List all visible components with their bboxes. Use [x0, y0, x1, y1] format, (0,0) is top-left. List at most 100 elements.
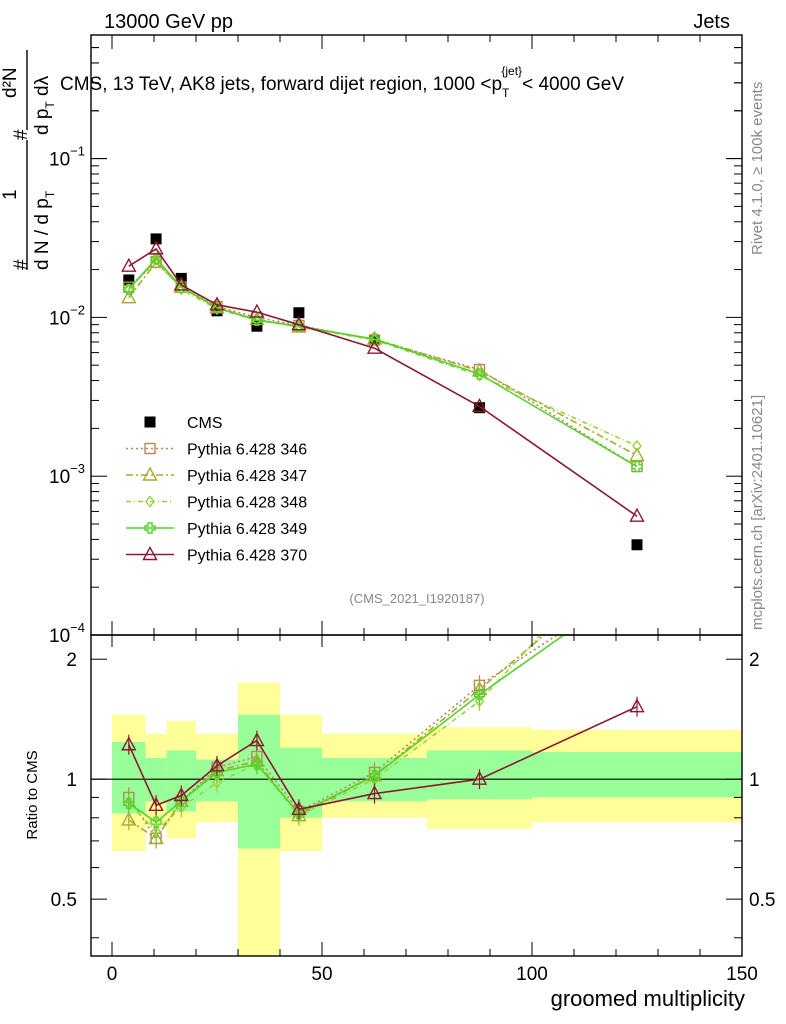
ratio-marker-4 — [629, 698, 645, 713]
upper-ytick-label: 10−1 — [49, 144, 85, 171]
ratio-marker-4 — [148, 796, 164, 811]
upper-marker-3 — [212, 302, 222, 316]
ratio-marker-4 — [173, 787, 189, 802]
ratio-series — [121, 635, 645, 849]
ratio-series-line-2 — [128, 635, 542, 833]
legend-entry: Pythia 6.428 346 — [126, 442, 307, 459]
ratio-marker-4 — [291, 800, 307, 816]
ylabel-hash-1: # — [11, 259, 32, 270]
xtick-label: 150 — [726, 964, 758, 985]
lower-frame — [90, 634, 743, 957]
upper-marker-4 — [293, 320, 305, 332]
upper-marker-2 — [121, 289, 137, 304]
mcplots-label: mcplots.cern.ch [arXiv:2401.10621] — [749, 395, 766, 630]
legend: CMS Pythia 6.428 346 Pythia 6.428 347 Pythi… — [126, 415, 307, 565]
legend-swatch — [144, 416, 156, 428]
cms-data-point — [150, 233, 162, 245]
upper-ylabel: # 1 d N / d pT # d²N d pT dλ — [0, 50, 57, 270]
legend-entry: CMS — [144, 415, 223, 432]
cms-data-point — [631, 539, 643, 551]
upper-series-line-5 — [128, 247, 638, 517]
legend-entry: Pythia 6.428 370 — [126, 546, 307, 565]
legend-swatch-marker — [144, 522, 156, 534]
upper-marker-4 — [473, 368, 486, 380]
upper-marker-3 — [176, 283, 187, 296]
stat-uncertainty-band — [238, 714, 280, 849]
xtick-label: 100 — [516, 964, 548, 985]
upper-plot — [91, 35, 742, 635]
legend-swatch-marker — [142, 466, 158, 481]
legend-label: Pythia 6.428 370 — [187, 548, 307, 565]
x-axis-label: groomed multiplicity — [551, 986, 745, 1011]
ratio-marker-4 — [249, 732, 265, 747]
upper-marker-4 — [123, 283, 135, 296]
ratio-bands — [91, 682, 742, 956]
ylabel-numerator-2: d²N — [0, 67, 21, 98]
plot-title: CMS, 13 TeV, AK8 jets, forward dijet reg… — [60, 64, 624, 100]
upper-marker-2 — [471, 362, 488, 377]
upper-series-line-4 — [128, 257, 638, 468]
cms-data-point — [293, 307, 305, 319]
lower-axes: 2 2 1 1 0.5 0.5 0 50 100 150 — [51, 634, 775, 985]
analysis-watermark: (CMS_2021_I1920187) — [349, 591, 484, 606]
upper-series-5 — [121, 240, 645, 522]
ratio-marker-3 — [175, 795, 187, 807]
upper-ytick-label: 10−2 — [49, 302, 85, 329]
upper-series-4 — [123, 252, 643, 473]
upper-marker-5 — [173, 276, 189, 291]
upper-marker-4 — [251, 314, 263, 326]
upper-series-line-1 — [128, 261, 638, 468]
beam-label: 13000 GeV pp — [104, 11, 233, 33]
upper-marker-5 — [629, 507, 645, 522]
upper-marker-4 — [175, 281, 187, 293]
upper-series — [121, 233, 645, 551]
upper-marker-5 — [121, 257, 137, 272]
legend-label: Pythia 6.428 349 — [187, 521, 307, 538]
ratio-marker-3 — [150, 816, 162, 828]
ylabel-denominator-1: d N / d pT — [32, 190, 57, 270]
legend-label: Pythia 6.428 348 — [187, 495, 307, 512]
ratio-marker-3 — [368, 770, 381, 782]
cms-data-point — [123, 274, 135, 286]
ylabel-denominator-2: d pT dλ — [32, 75, 57, 135]
upper-marker-4 — [150, 252, 162, 265]
lower-ytick-label: 1 — [66, 770, 77, 791]
ratio-marker-3 — [473, 688, 486, 701]
lower-ytick-label-right: 2 — [749, 650, 760, 671]
process-label: Jets — [693, 11, 730, 33]
upper-ytick-label: 10−3 — [49, 461, 85, 488]
ratio-marker-4 — [121, 736, 137, 751]
upper-plot-area — [91, 35, 742, 635]
ratio-marker-4 — [366, 785, 383, 800]
lower-ytick-label-right: 1 — [749, 770, 760, 791]
cms-data-point — [211, 305, 223, 317]
ylabel-one: 1 — [0, 189, 21, 200]
upper-marker-5 — [471, 397, 488, 413]
ratio-marker-3 — [251, 758, 263, 770]
legend-entry: Pythia 6.428 348 — [126, 495, 307, 512]
upper-marker-4 — [631, 460, 643, 473]
rivet-version-label: Rivet 4.1.0, ≥ 100k events — [749, 82, 766, 255]
upper-marker-5 — [366, 339, 383, 354]
ratio-marker-2 — [151, 825, 161, 838]
upper-marker-3 — [151, 253, 161, 267]
ratio-marker-1 — [121, 811, 137, 826]
ratio-marker-2 — [212, 776, 222, 789]
legend-entry: Pythia 6.428 349 — [126, 521, 307, 538]
upper-ytick-label: 10−4 — [49, 620, 85, 647]
legend-swatch-marker — [144, 442, 156, 455]
lower-ytick-label: 0.5 — [51, 890, 77, 911]
ylabel-hash-2: # — [11, 129, 32, 140]
ratio-series-4 — [121, 696, 645, 820]
ratio-marker-1 — [148, 829, 164, 845]
legend-entry: Pythia 6.428 347 — [126, 466, 307, 485]
xtick-label: 0 — [107, 964, 118, 985]
lower-ytick-label: 2 — [66, 650, 77, 671]
upper-axes: 10−1 10−2 10−3 10−4 — [49, 34, 743, 647]
upper-marker-5 — [148, 240, 164, 255]
upper-marker-2 — [629, 447, 645, 462]
ratio-marker-4 — [209, 757, 225, 772]
legend-swatch-marker — [142, 546, 158, 561]
upper-marker-5 — [249, 303, 265, 318]
